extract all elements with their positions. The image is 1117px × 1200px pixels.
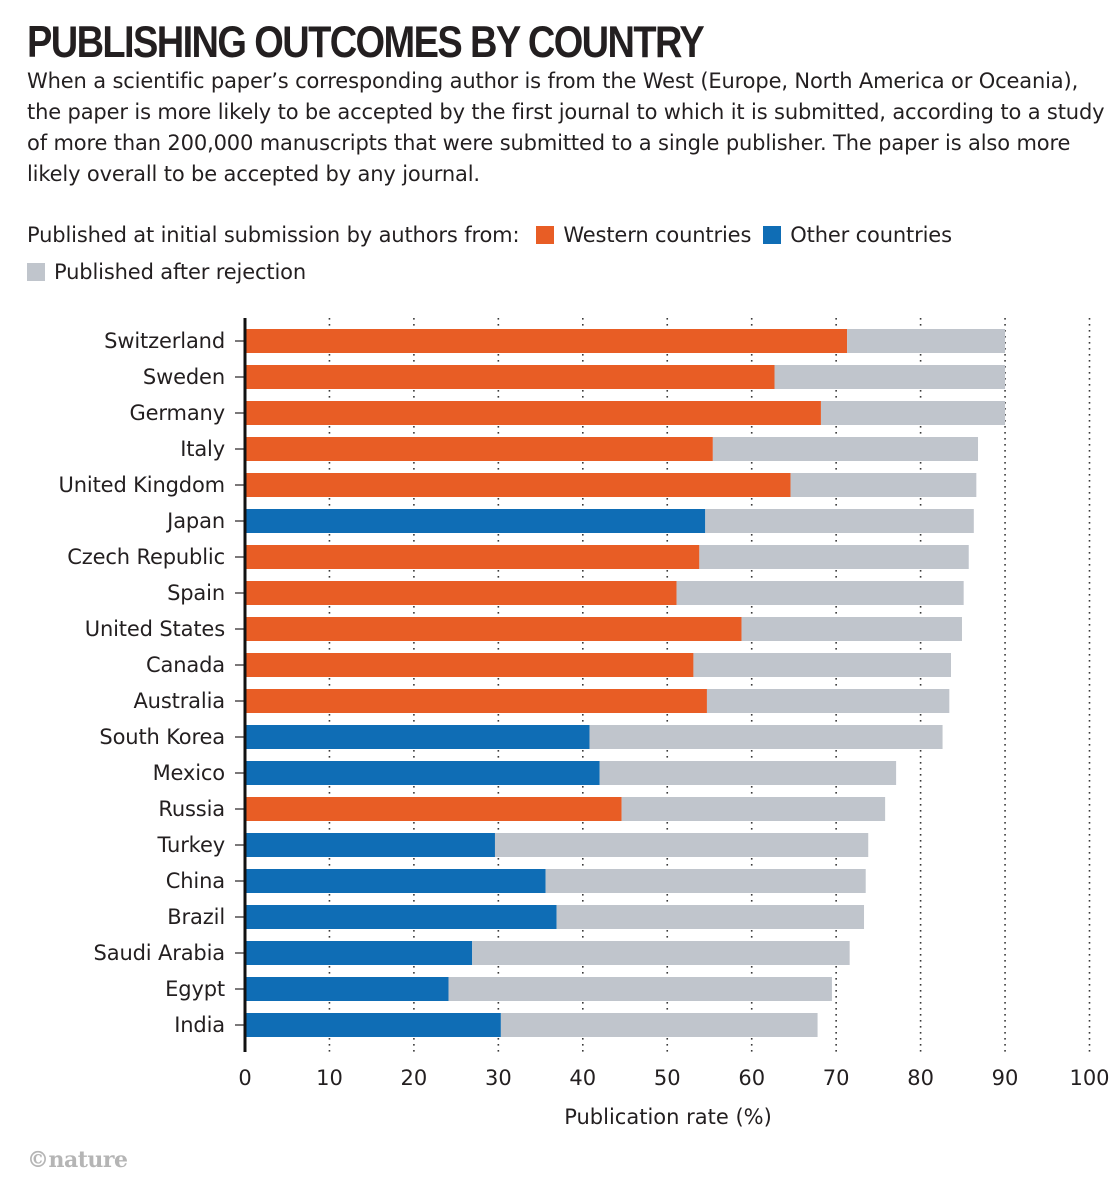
bar-after-germany	[820, 401, 1006, 425]
bar-after-south-korea	[589, 725, 943, 749]
bar-initial-japan	[245, 509, 706, 533]
x-tick-label-60: 60	[738, 1066, 765, 1090]
category-label-saudi-arabia: Saudi Arabia	[94, 941, 225, 965]
bar-after-australia	[706, 689, 950, 713]
x-axis-label: Publication rate (%)	[564, 1105, 772, 1129]
legend-swatch-other	[763, 226, 782, 244]
bar-initial-united-states	[245, 617, 742, 641]
bar-after-egypt	[448, 977, 832, 1001]
bar-initial-italy	[245, 437, 713, 461]
bar-chart: Switzerland Sweden Germany Italy United King…	[59, 318, 1110, 1129]
category-label-germany: Germany	[130, 401, 225, 425]
bar-after-mexico	[599, 761, 897, 785]
bar-initial-sweden	[245, 365, 775, 389]
category-label-russia: Russia	[158, 797, 225, 821]
bar-after-canada	[693, 653, 952, 677]
bar-initial-canada	[245, 653, 694, 677]
legend-item-other: Other countries	[763, 223, 952, 247]
category-label-mexico: Mexico	[153, 761, 225, 785]
bar-after-saudi-arabia	[472, 941, 850, 965]
bar-initial-saudi-arabia	[245, 941, 473, 965]
bar-initial-australia	[245, 689, 707, 713]
legend-item-western: Western countries	[536, 223, 751, 247]
bar-after-united-kingdom	[790, 473, 977, 497]
bar-initial-turkey	[245, 833, 495, 857]
bar-after-india	[500, 1013, 818, 1037]
bar-initial-mexico	[245, 761, 600, 785]
category-label-turkey: Turkey	[157, 833, 225, 857]
legend-swatch-western	[536, 226, 555, 244]
bar-after-russia	[621, 797, 886, 821]
category-label-czech-republic: Czech Republic	[67, 545, 225, 569]
bar-initial-egypt	[245, 977, 449, 1001]
bar-initial-india	[245, 1013, 501, 1037]
category-label-sweden: Sweden	[143, 365, 225, 389]
legend-label-western: Western countries	[563, 223, 752, 247]
x-tick-label-20: 20	[401, 1066, 428, 1090]
bar-after-sweden	[774, 365, 1006, 389]
bar-initial-south-korea	[245, 725, 590, 749]
bar-after-czech-republic	[699, 545, 969, 569]
legend: Published at initial submission by autho…	[27, 220, 952, 250]
x-tick-label-50: 50	[654, 1066, 681, 1090]
bar-initial-spain	[245, 581, 677, 605]
legend-label-after: Published after rejection	[54, 260, 307, 284]
x-tick-label-40: 40	[569, 1066, 596, 1090]
category-label-canada: Canada	[146, 653, 225, 677]
bar-initial-russia	[245, 797, 622, 821]
bar-initial-czech-republic	[245, 545, 700, 569]
category-label-japan: Japan	[165, 509, 225, 533]
x-tick-label-10: 10	[316, 1066, 343, 1090]
x-tick-label-100: 100	[1069, 1066, 1109, 1090]
category-label-switzerland: Switzerland	[104, 329, 225, 353]
bar-after-brazil	[556, 905, 865, 929]
x-tick-label-0: 0	[238, 1066, 251, 1090]
bar-after-switzerland	[847, 329, 1006, 353]
legend-swatch-after	[27, 263, 45, 281]
legend-intro: Published at initial submission by autho…	[27, 223, 520, 247]
x-tick-label-30: 30	[485, 1066, 512, 1090]
bar-after-spain	[676, 581, 964, 605]
bar-after-japan	[705, 509, 974, 533]
bar-initial-germany	[245, 401, 821, 425]
legend-secondary: Published after rejection	[27, 257, 306, 287]
bar-after-italy	[712, 437, 979, 461]
bar-after-china	[545, 869, 866, 893]
category-label-south-korea: South Korea	[99, 725, 225, 749]
category-label-egypt: Egypt	[165, 977, 225, 1001]
category-label-brazil: Brazil	[167, 905, 225, 929]
x-tick-label-80: 80	[907, 1066, 934, 1090]
category-label-china: China	[166, 869, 225, 893]
legend-label-other: Other countries	[790, 223, 952, 247]
bar-initial-switzerland	[245, 329, 848, 353]
x-tick-label-70: 70	[823, 1066, 850, 1090]
legend-item-after: Published after rejection	[27, 260, 306, 284]
category-label-spain: Spain	[167, 581, 225, 605]
chart-subtitle: When a scientific paper’s corresponding …	[27, 69, 1105, 186]
category-label-australia: Australia	[133, 689, 225, 713]
bar-after-turkey	[494, 833, 869, 857]
chart-title: PUBLISHING OUTCOMES BY COUNTRY	[27, 18, 705, 68]
category-label-united-kingdom: United Kingdom	[59, 473, 225, 497]
bar-initial-china	[245, 869, 546, 893]
x-tick-label-90: 90	[992, 1066, 1019, 1090]
nature-credit: ©nature	[27, 1147, 128, 1173]
category-label-united-states: United States	[85, 617, 225, 641]
bar-initial-brazil	[245, 905, 557, 929]
bar-after-united-states	[741, 617, 962, 641]
category-label-italy: Italy	[180, 437, 225, 461]
bar-initial-united-kingdom	[245, 473, 791, 497]
category-label-india: India	[174, 1013, 225, 1037]
